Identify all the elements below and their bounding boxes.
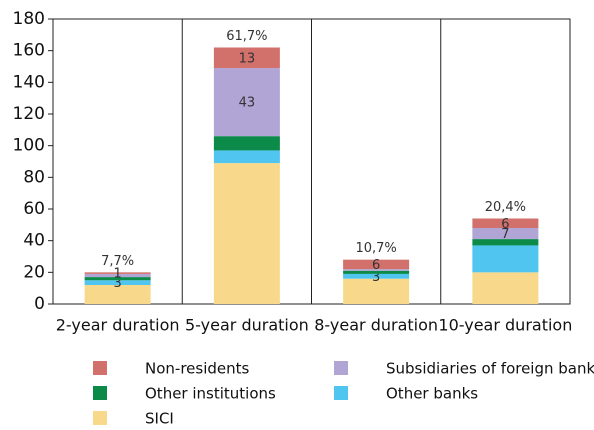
bar-segment <box>84 280 151 285</box>
data-label: 6 <box>372 258 380 273</box>
y-tick-label: 60 <box>23 199 45 219</box>
legend-swatch <box>93 411 107 425</box>
bar-segment <box>213 68 280 137</box>
bar-segment <box>343 270 410 274</box>
data-label: 7 <box>501 227 509 242</box>
bar-segment <box>84 285 151 304</box>
legend-label: SICI <box>145 410 174 428</box>
data-label: 43 <box>239 96 256 111</box>
data-label: 13 <box>239 51 256 66</box>
bar-segment <box>472 272 539 304</box>
data-label: 3 <box>113 276 121 291</box>
total-label: 7,7% <box>101 254 134 269</box>
x-tick-label: 8-year duration <box>314 316 438 335</box>
bar-segment <box>472 245 539 273</box>
bar-segment <box>472 239 539 246</box>
x-tick-label: 10-year duration <box>438 316 572 335</box>
y-tick-label: 160 <box>13 41 45 61</box>
y-tick-label: 80 <box>23 167 45 187</box>
bar-segment <box>472 228 539 240</box>
bar-segment <box>213 150 280 164</box>
y-tick-label: 20 <box>23 262 45 282</box>
legend-swatch <box>93 386 107 400</box>
data-label: 6 <box>501 217 509 232</box>
legend-label: Other banks <box>386 385 478 403</box>
legend-label: Non-residents <box>145 360 250 378</box>
y-tick-label: 40 <box>23 231 45 251</box>
legend-label: Subsidiaries of foreign banks <box>386 360 594 378</box>
bar-segment <box>84 277 151 281</box>
x-tick-label: 2-year duration <box>56 316 180 335</box>
bar-segment <box>343 278 410 304</box>
y-tick-label: 120 <box>13 104 45 124</box>
total-label: 10,7% <box>355 241 396 256</box>
total-label: 20,4% <box>485 200 526 215</box>
bar-segment <box>343 259 410 270</box>
bar-segment <box>213 163 280 304</box>
y-tick-label: 180 <box>13 9 45 29</box>
y-tick-label: 140 <box>13 72 45 92</box>
bar-segment <box>84 272 151 274</box>
y-tick-label: 0 <box>34 294 45 314</box>
bar-segment <box>343 273 410 279</box>
bar-segment <box>343 269 410 271</box>
legend-swatch <box>334 361 348 375</box>
y-tick-label: 100 <box>13 136 45 156</box>
data-label: 3 <box>372 270 380 285</box>
legend-swatch <box>334 386 348 400</box>
bar-segment <box>84 273 151 278</box>
legend-swatch <box>93 361 107 375</box>
legend-label: Other institutions <box>145 385 276 403</box>
bar-segment <box>213 136 280 151</box>
bar-segment <box>472 218 539 228</box>
data-label: 1 <box>113 267 121 282</box>
x-tick-label: 5-year duration <box>185 316 309 335</box>
bar-segment <box>213 47 280 69</box>
total-label: 61,7% <box>226 29 267 44</box>
